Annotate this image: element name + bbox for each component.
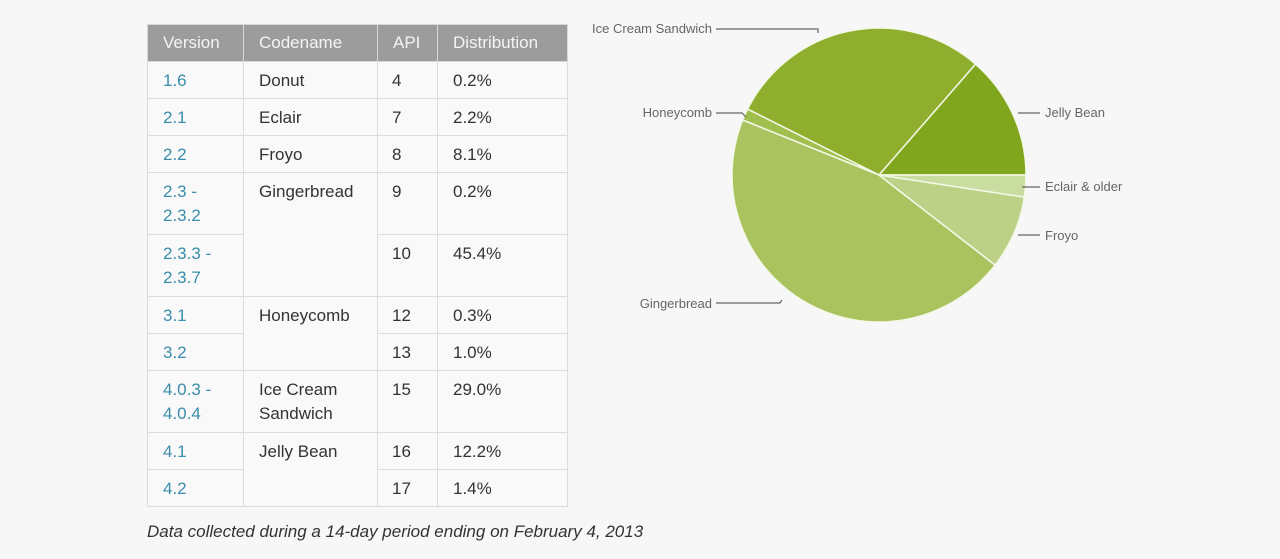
version-link[interactable]: 1.6: [147, 61, 244, 99]
pie-slice-gingerbread: [731, 119, 997, 323]
table-row: 2.3.3 -2.3.7 10 45.4%: [147, 234, 568, 297]
distribution-table: Version Codename API Distribution 1.6 Do…: [147, 24, 568, 507]
pie-slice-jelly-bean: [877, 63, 1027, 176]
codename-cell: Jelly Bean: [243, 432, 378, 507]
header-version: Version: [147, 24, 244, 62]
table-row: 3.2 13 1.0%: [147, 333, 568, 371]
distribution-cell: 1.4%: [437, 469, 568, 507]
table-row: 4.0.3 -4.0.4 Ice Cream Sandwich 15 29.0%: [147, 370, 568, 433]
distribution-cell: 29.0%: [437, 370, 568, 433]
codename-cell: Ice Cream Sandwich: [243, 370, 378, 433]
codename-cell: Honeycomb: [243, 296, 378, 371]
header-codename: Codename: [243, 24, 378, 62]
label-honeycomb: Honeycomb: [643, 105, 712, 120]
codename-cell: Gingerbread: [243, 172, 378, 297]
version-link[interactable]: 3.2: [147, 333, 244, 371]
version-link[interactable]: 2.2: [147, 135, 244, 173]
label-eclair-older: Eclair & older: [1045, 179, 1123, 194]
version-link[interactable]: 2.1: [147, 98, 244, 136]
pie-slices: [731, 27, 1027, 323]
table-row: 1.6 Donut 4 0.2%: [147, 61, 568, 99]
distribution-cell: 0.2%: [437, 61, 568, 99]
codename-cell: Eclair: [243, 98, 378, 136]
version-link[interactable]: 4.1: [147, 432, 244, 470]
pie-slice-ice-cream-sandwich: [746, 27, 977, 176]
codename-cell: Froyo: [243, 135, 378, 173]
table-row: 4.2 17 1.4%: [147, 469, 568, 507]
table-row: 4.1 Jelly Bean 16 12.2%: [147, 432, 568, 507]
api-cell: 10: [377, 234, 438, 297]
distribution-cell: 2.2%: [437, 98, 568, 136]
label-gingerbread: Gingerbread: [640, 296, 712, 311]
table-row: 2.2 Froyo 8 8.1%: [147, 135, 568, 173]
api-cell: 4: [377, 61, 438, 99]
distribution-cell: 8.1%: [437, 135, 568, 173]
api-cell: 16: [377, 432, 438, 470]
version-link[interactable]: 4.0.3 -4.0.4: [147, 370, 244, 433]
distribution-cell: 0.2%: [437, 172, 568, 235]
table-row: 3.1 Honeycomb 12 0.3%: [147, 296, 568, 371]
version-link[interactable]: 3.1: [147, 296, 244, 334]
table-header-row: Version Codename API Distribution: [147, 24, 568, 62]
table-row: 2.3 -2.3.2 Gingerbread 9 0.2%: [147, 172, 568, 297]
label-ice-cream-sandwich: Ice Cream Sandwich: [592, 21, 712, 36]
api-cell: 12: [377, 296, 438, 334]
pie-slice-eclair-older: [878, 174, 1027, 198]
distribution-cell: 0.3%: [437, 296, 568, 334]
version-link[interactable]: 4.2: [147, 469, 244, 507]
distribution-cell: 1.0%: [437, 333, 568, 371]
api-cell: 15: [377, 370, 438, 433]
label-froyo: Froyo: [1045, 228, 1078, 243]
version-link[interactable]: 2.3.3 -2.3.7: [147, 234, 244, 297]
api-cell: 13: [377, 333, 438, 371]
distribution-cell: 12.2%: [437, 432, 568, 470]
data-caption: Data collected during a 14-day period en…: [147, 522, 644, 541]
header-distribution: Distribution: [437, 24, 568, 62]
api-cell: 8: [377, 135, 438, 173]
version-link[interactable]: 2.3 -2.3.2: [147, 172, 244, 235]
api-cell: 17: [377, 469, 438, 507]
leader-lines: [716, 28, 1040, 304]
label-jelly-bean: Jelly Bean: [1045, 105, 1105, 120]
